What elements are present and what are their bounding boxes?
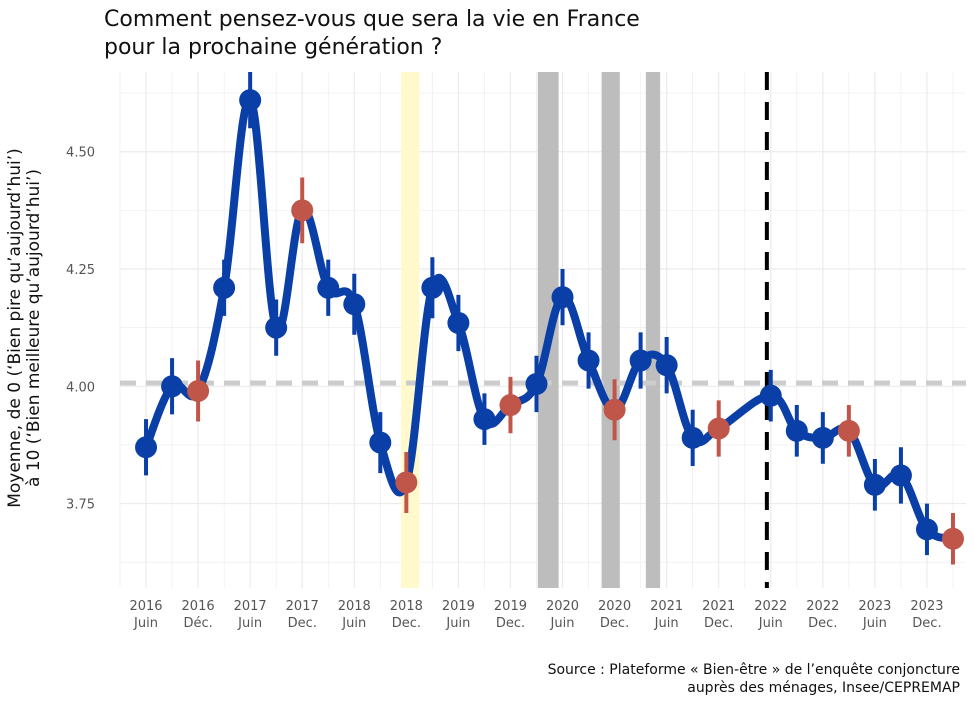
x-axis-ticks: 2016 Juin 2016 Déc. 2017 Juin 2017 Dec. 2018 Juin… [129, 599, 943, 631]
data-point [161, 375, 184, 398]
data-point [915, 518, 938, 541]
data-point [551, 286, 574, 309]
source-caption: Source : Plateforme « Bien-être » de l’e… [548, 661, 960, 697]
data-point [577, 349, 600, 372]
x-tick-label-period: Juin [445, 616, 470, 631]
y-axis-label-line-2: à 10 (‘Bien meilleure qu’aujourd’hui’) [24, 168, 44, 488]
data-point [239, 89, 262, 112]
highlight-band-grey [645, 72, 661, 588]
x-tick-label-period: Dec. [496, 616, 525, 631]
data-point [135, 436, 158, 459]
x-tick-label-year: 2020 [546, 599, 579, 614]
y-axis-ticks: 3.75 4.00 4.25 4.50 [66, 146, 95, 513]
x-tick-label-period: Dec. [392, 616, 421, 631]
chart-title-line-1: Comment pensez-vous que sera la vie en F… [104, 7, 640, 32]
x-tick-label-year: 2017 [234, 599, 267, 614]
data-point [343, 293, 366, 316]
x-tick-label-period: Juin [550, 616, 575, 631]
data-point-december [291, 199, 314, 222]
data-point-december [837, 419, 860, 442]
x-tick-label-year: 2017 [286, 599, 319, 614]
x-tick-label-year: 2019 [494, 599, 527, 614]
x-tick-label-year: 2020 [598, 599, 631, 614]
x-tick-label-period: Dec. [288, 616, 317, 631]
data-point [785, 419, 808, 442]
x-tick-label-year: 2023 [910, 599, 943, 614]
data-point [863, 473, 886, 496]
data-point [421, 276, 444, 299]
x-tick-label-period: Dec. [808, 616, 837, 631]
x-tick-label-year: 2016 [129, 599, 162, 614]
data-point [369, 431, 392, 454]
data-point [473, 408, 496, 431]
chart-title-line-2: pour la prochaine génération ? [104, 35, 443, 60]
data-point-december [603, 398, 626, 421]
data-point-december [395, 471, 418, 494]
chart-title: Comment pensez-vous que sera la vie en F… [104, 6, 640, 62]
data-point [759, 384, 782, 407]
data-point [811, 426, 834, 449]
x-tick-label-year: 2018 [390, 599, 423, 614]
source-line-2: auprès des ménages, Insee/CEPREMAP [687, 680, 960, 696]
data-point [317, 276, 340, 299]
shaded-bands [401, 72, 661, 588]
x-tick-label-year: 2021 [702, 599, 735, 614]
data-point [447, 311, 470, 334]
data-point-december [941, 527, 964, 550]
x-tick-label-period: Juin [758, 616, 783, 631]
data-point [629, 349, 652, 372]
x-tick-label-period: Dec. [704, 616, 733, 631]
x-tick-label-period: Juin [654, 616, 679, 631]
x-tick-label-year: 2022 [806, 599, 839, 614]
y-tick-label: 4.50 [66, 146, 95, 161]
x-tick-label-period: Dec. [600, 616, 629, 631]
data-point-december [499, 394, 522, 417]
data-points [135, 72, 964, 565]
data-point-december [707, 417, 730, 440]
data-point [525, 372, 548, 395]
data-point [655, 354, 678, 377]
data-point [681, 426, 704, 449]
data-point [213, 276, 236, 299]
data-point [889, 464, 912, 487]
x-tick-label-period: Dec. [912, 616, 941, 631]
x-tick-label-period: Juin [237, 616, 262, 631]
data-point [265, 316, 288, 339]
x-tick-label-period: Juin [862, 616, 887, 631]
x-tick-label-year: 2021 [650, 599, 683, 614]
x-tick-label-period: Juin [133, 616, 158, 631]
y-tick-label: 4.25 [66, 263, 95, 278]
x-tick-label-period: Juin [341, 616, 366, 631]
x-tick-label-period: Déc. [183, 616, 212, 631]
x-tick-label-year: 2016 [182, 599, 215, 614]
x-tick-label-year: 2022 [754, 599, 787, 614]
y-tick-label: 4.00 [66, 380, 95, 395]
data-point-december [187, 379, 210, 402]
highlight-band-grey [601, 72, 620, 588]
y-tick-label: 3.75 [66, 498, 95, 513]
y-axis-label-line-1: Moyenne, de 0 (‘Bien pire qu’aujourd’hui… [5, 148, 25, 508]
highlight-band-yellow [401, 72, 420, 588]
x-tick-label-year: 2018 [338, 599, 371, 614]
source-line-1: Source : Plateforme « Bien-être » de l’e… [547, 662, 960, 678]
x-tick-label-year: 2023 [858, 599, 891, 614]
x-tick-label-year: 2019 [442, 599, 475, 614]
